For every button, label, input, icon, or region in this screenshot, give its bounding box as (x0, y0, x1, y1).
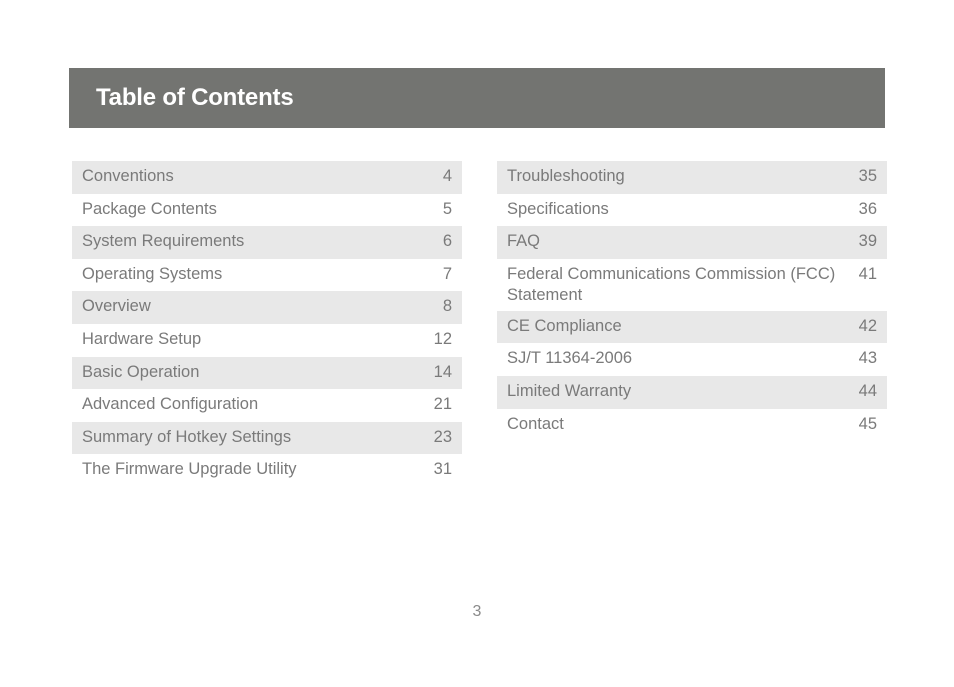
toc-entry-page: 12 (433, 329, 452, 348)
toc-entry[interactable]: The Firmware Upgrade Utility 31 (72, 454, 462, 487)
toc-entry[interactable]: Operating Systems 7 (72, 259, 462, 292)
toc-entry-page: 23 (433, 427, 452, 446)
toc-entry-page: 31 (433, 460, 452, 479)
toc-entry-title: Contact (507, 414, 564, 433)
toc-entry-page: 5 (442, 199, 452, 218)
toc-entry-title: Overview (82, 297, 151, 316)
toc-right-column: Troubleshooting 35 Specifications 36 FAQ… (497, 161, 887, 441)
toc-entry[interactable]: Specifications 36 (497, 194, 887, 227)
page-title: Table of Contents (96, 84, 294, 111)
toc-entry-page: 44 (858, 381, 877, 400)
toc-entry-page: 43 (858, 349, 877, 368)
toc-entry-page: 35 (858, 167, 877, 185)
toc-entry[interactable]: Federal Communications Commission (FCC) … (497, 259, 887, 311)
toc-entry-title: Basic Operation (82, 362, 200, 381)
toc-entry[interactable]: CE Compliance 42 (497, 310, 887, 344)
toc-entry-page: 7 (442, 264, 452, 283)
page-number: 3 (472, 603, 482, 620)
toc-entry[interactable]: Contact 45 (497, 409, 887, 442)
toc-entry-title: CE Compliance (507, 316, 622, 335)
toc-entry-title: Troubleshooting (507, 167, 625, 185)
toc-entry-title: The Firmware Upgrade Utility (82, 460, 297, 479)
toc-entry[interactable]: Hardware Setup 12 (72, 324, 462, 357)
toc-entry[interactable]: Advanced Configuration 21 (72, 389, 462, 422)
toc-entry-page: 36 (858, 199, 877, 218)
toc-entry[interactable]: FAQ 39 (497, 226, 887, 259)
toc-entry[interactable]: Limited Warranty 44 (497, 375, 887, 409)
toc-entry-page: 6 (442, 232, 452, 251)
toc-entry[interactable]: Overview 8 (72, 291, 462, 324)
toc-entry-title: SJ/T 11364-2006 (507, 349, 633, 368)
toc-entry-page: 39 (858, 232, 877, 251)
toc-entry-page: 14 (433, 362, 452, 381)
toc-entry-title: Federal Communications Commission (FCC) … (507, 264, 836, 305)
toc-entry[interactable]: SJ/T 11364-2006 43 (497, 343, 887, 376)
toc-entry-title: Specifications (507, 199, 609, 218)
toc-entry-title: Operating Systems (82, 264, 223, 283)
toc-entry-title: Conventions (82, 167, 174, 185)
toc-entry-page: 45 (858, 414, 877, 433)
toc-entry-title: Advanced Configuration (82, 395, 259, 414)
toc-entry-page: 8 (442, 297, 452, 316)
toc-entry-title: System Requirements (82, 232, 245, 251)
toc-entry[interactable]: Troubleshooting 35 (497, 161, 887, 194)
toc-entry-page: 4 (442, 167, 452, 185)
toc-entry[interactable]: Package Contents 5 (72, 194, 462, 227)
toc-entry-title: Limited Warranty (507, 381, 632, 400)
toc-entry-page: 41 (858, 264, 877, 283)
toc-entry[interactable]: System Requirements 6 (72, 226, 462, 259)
toc-entry-title: Summary of Hotkey Settings (82, 427, 292, 446)
toc-header-bar: Table of Contents (69, 68, 885, 128)
toc-left-column: Conventions 4 Package Contents 5 System … (72, 161, 462, 487)
toc-entry[interactable]: Basic Operation 14 (72, 356, 462, 390)
toc-entry-title: FAQ (507, 232, 541, 251)
toc-entry[interactable]: Conventions 4 (72, 161, 462, 194)
toc-entry-title: Package Contents (82, 199, 217, 218)
toc-entry-page: 42 (858, 316, 877, 335)
toc-entry-page: 21 (433, 395, 452, 414)
toc-entry[interactable]: Summary of Hotkey Settings 23 (72, 421, 462, 455)
toc-entry-title: Hardware Setup (82, 329, 202, 348)
